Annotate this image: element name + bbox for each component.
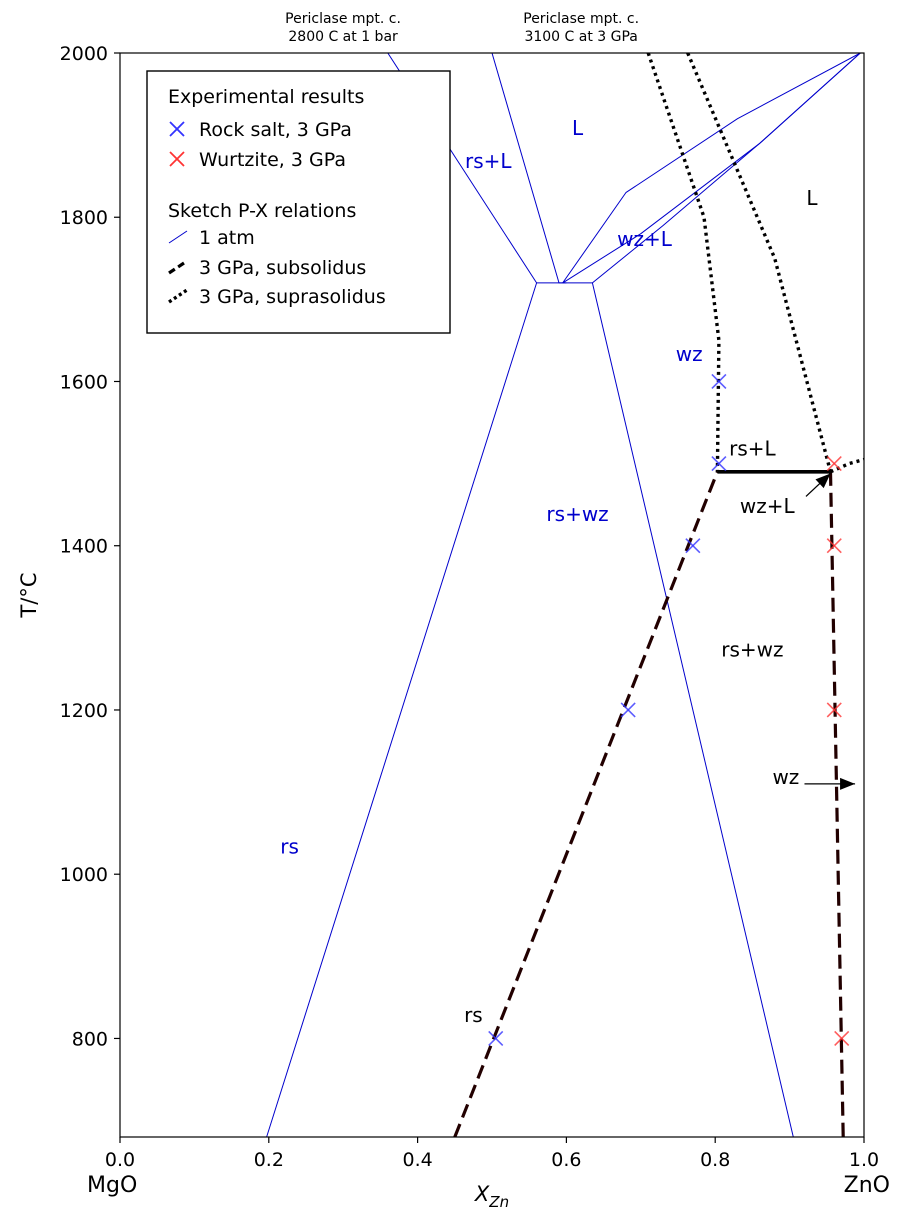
legend-label: 3 GPa, subsolidus	[199, 257, 366, 279]
arrow-head-0	[840, 777, 856, 790]
plot-area	[266, 53, 864, 1137]
legend-title: Experimental results	[168, 86, 364, 108]
x-axis-title: XZn	[474, 1182, 509, 1211]
y-tick-label: 1600	[60, 371, 108, 393]
region-label: wz	[772, 765, 799, 789]
x-tick-label: 0.2	[254, 1149, 284, 1171]
region-label: wz	[676, 342, 703, 366]
data-point	[711, 456, 727, 472]
x-tick-label: 0.8	[700, 1149, 730, 1171]
legend-label: Rock salt, 3 GPa	[199, 119, 352, 141]
region-label: L	[572, 116, 584, 140]
arrow-head-1	[815, 473, 831, 489]
axis-layer: 0.0 0.2 0.4 0.6 0.8 1.0 800 1000 1200 1400 1600 180…	[17, 11, 890, 1211]
legend-line	[168, 230, 188, 244]
zno-label: ZnO	[844, 1173, 890, 1198]
y-tick-label: 1200	[60, 700, 108, 722]
legend-line	[168, 259, 188, 275]
line-thin-0-3	[562, 53, 861, 284]
region-label: wz+L	[740, 494, 796, 518]
data-point	[685, 538, 701, 554]
line-dashed-1-0	[453, 471, 719, 1137]
legend-label: Wurtzite, 3 GPa	[199, 149, 346, 171]
y-tick-label: 1400	[60, 536, 108, 558]
top-note-0: Periclase mpt. c.	[285, 11, 401, 27]
line-dotted-2-2	[829, 457, 864, 474]
x-tick-label: 0.4	[402, 1149, 432, 1171]
y-axis-title: T/°C	[17, 572, 41, 618]
region-label: L	[806, 186, 818, 210]
legend-item: Wurtzite, 3 GPa	[169, 149, 346, 171]
top-note-1: 3100 C at 3 GPa	[524, 29, 637, 45]
region-label: rs	[464, 1003, 483, 1027]
region-label: rs+L	[465, 149, 512, 173]
plot-frame	[119, 52, 865, 1138]
data-point	[826, 456, 842, 472]
line-thin-0-5	[562, 53, 861, 284]
y-tick-label: 1000	[60, 864, 108, 886]
legend: Experimental results Sketch P-X relations…	[146, 70, 451, 334]
line-dashed-1-1	[828, 471, 845, 1137]
mgo-label: MgO	[87, 1173, 137, 1198]
legend-marker	[169, 151, 185, 167]
data-point	[826, 538, 842, 554]
legend-line	[168, 288, 188, 304]
region-label: rs+L	[729, 436, 776, 460]
line-thin-0-2	[491, 53, 567, 284]
legend-item: 1 atm	[168, 227, 255, 249]
data-point	[711, 373, 727, 390]
top-note-1: Periclase mpt. c.	[523, 11, 639, 27]
legend-item: Rock salt, 3 GPa	[169, 119, 352, 141]
line-dotted-2-0	[646, 53, 721, 472]
x-tick-label: 0.6	[551, 1149, 581, 1171]
legend-title-2: Sketch P-X relations	[168, 200, 356, 222]
plot-layer	[266, 53, 864, 1137]
data-point	[834, 1030, 850, 1047]
legend-marker	[169, 121, 185, 137]
legend-item: 3 GPa, subsolidus	[168, 257, 366, 279]
region-label: rs+wz	[721, 638, 783, 662]
data-point	[488, 1030, 504, 1047]
line-thin-0-4	[592, 53, 861, 284]
line-thin-0-0	[266, 282, 794, 1137]
top-note-0: 2800 C at 1 bar	[288, 29, 398, 45]
legend-box	[146, 70, 451, 334]
x-tick-label: 0.0	[105, 1149, 135, 1171]
y-tick-label: 2000	[60, 43, 108, 65]
region-label: rs	[280, 835, 299, 859]
data-point	[620, 702, 636, 718]
region-label: wz+L	[617, 227, 673, 251]
data-point	[826, 702, 842, 718]
legend-label: 3 GPa, suprasolidus	[199, 286, 386, 308]
y-tick-label: 1800	[60, 207, 108, 229]
legend-label: 1 atm	[199, 227, 255, 249]
y-tick-label: 800	[72, 1028, 108, 1050]
x-tick-label: 1.0	[849, 1149, 879, 1171]
region-label: rs+wz	[546, 502, 608, 526]
legend-item: 3 GPa, suprasolidus	[168, 286, 386, 308]
label-layer: Lrs+L wz+L Lwz rs+L rs+wz wz+L rs+wz wz rs rs	[280, 116, 818, 1027]
